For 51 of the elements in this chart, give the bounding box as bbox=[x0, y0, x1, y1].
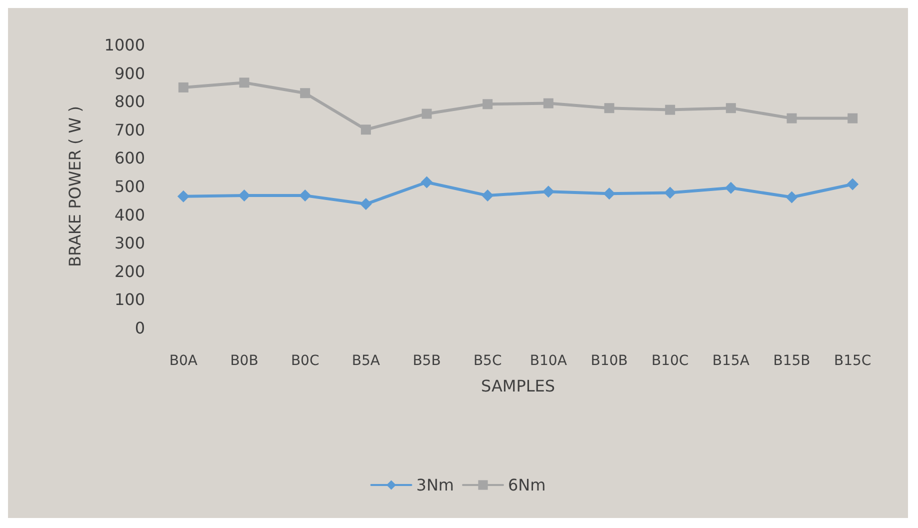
point bbox=[482, 190, 494, 202]
point bbox=[420, 176, 433, 188]
y-tick-label: 300 bbox=[114, 234, 145, 253]
point bbox=[178, 82, 188, 92]
x-tick-label: B0C bbox=[290, 353, 320, 369]
y-axis-title: BRAKE POWER ( W ) bbox=[66, 106, 84, 267]
point bbox=[726, 103, 736, 114]
point bbox=[299, 190, 312, 202]
point bbox=[300, 88, 310, 98]
point bbox=[177, 190, 190, 202]
point bbox=[604, 103, 614, 114]
x-tick-label: B0B bbox=[230, 353, 258, 369]
point bbox=[603, 188, 616, 200]
point bbox=[422, 108, 432, 119]
point bbox=[482, 99, 493, 110]
x-tick-label: B10B bbox=[590, 353, 628, 369]
y-tick-label: 500 bbox=[114, 177, 145, 196]
point bbox=[360, 124, 371, 135]
x-tick-label: B0A bbox=[169, 353, 198, 369]
y-tick-label: 1000 bbox=[104, 36, 145, 54]
y-tick-label: 200 bbox=[114, 262, 145, 281]
y-tick-label: 700 bbox=[114, 120, 145, 140]
point bbox=[543, 98, 554, 108]
x-tick-label: B10C bbox=[651, 353, 689, 369]
point bbox=[724, 182, 737, 194]
legend-label: 6Nm bbox=[508, 476, 546, 494]
point bbox=[846, 178, 859, 190]
point bbox=[848, 113, 858, 124]
y-tick-label: 800 bbox=[114, 92, 145, 112]
legend-label: 3Nm bbox=[416, 476, 454, 494]
point bbox=[239, 78, 250, 88]
point bbox=[238, 190, 250, 202]
x-tick-label: B15B bbox=[773, 353, 810, 369]
point bbox=[786, 191, 798, 204]
x-tick-label: B15C bbox=[834, 353, 872, 369]
y-tick-label: 100 bbox=[114, 290, 145, 310]
point bbox=[664, 186, 676, 199]
y-tick-label: 400 bbox=[114, 205, 145, 224]
x-tick-label: B5A bbox=[352, 353, 380, 369]
y-tick-label: 600 bbox=[114, 148, 145, 168]
y-tick-label: 0 bbox=[134, 318, 145, 338]
point bbox=[360, 198, 372, 210]
x-axis-title: SAMPLES bbox=[480, 376, 556, 396]
point bbox=[542, 186, 554, 198]
y-tick-label: 900 bbox=[114, 64, 145, 83]
x-tick-label: B5C bbox=[473, 353, 502, 369]
x-tick-label: B10A bbox=[530, 353, 568, 369]
x-tick-label: B15A bbox=[712, 353, 750, 369]
point bbox=[665, 104, 676, 115]
x-tick-label: B5B bbox=[412, 353, 441, 369]
point bbox=[786, 113, 797, 124]
